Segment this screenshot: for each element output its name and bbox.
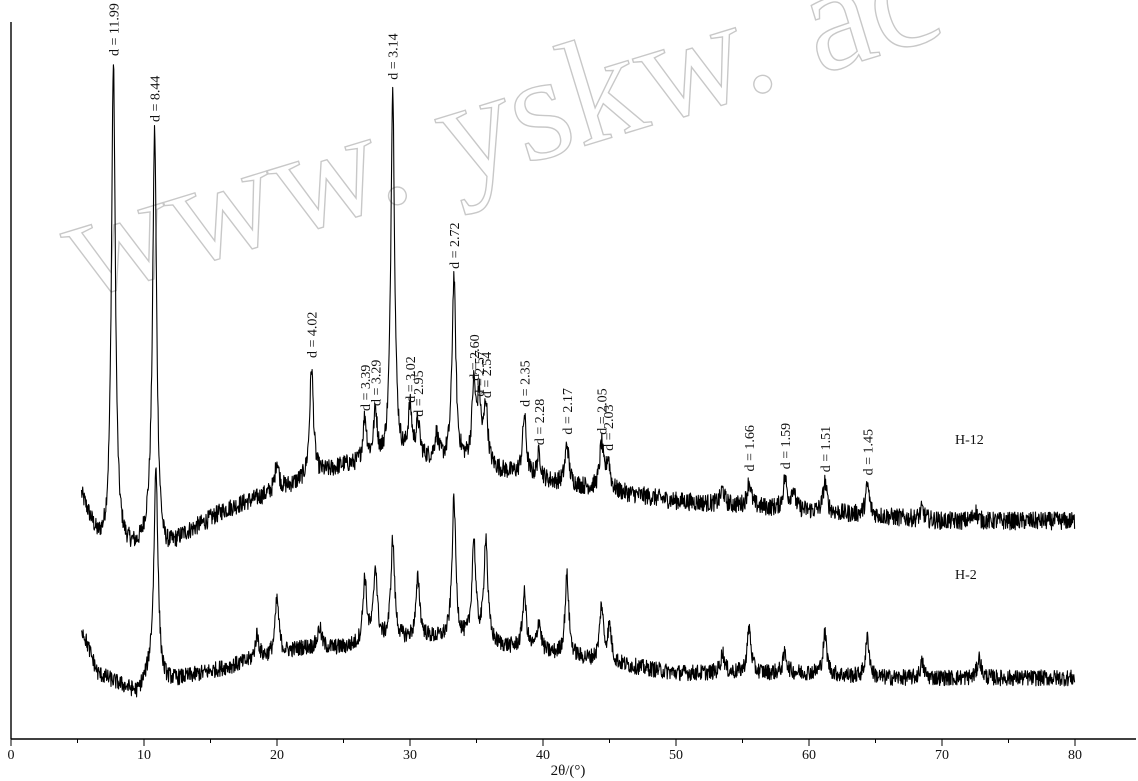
peak-label: d = 2.72 <box>448 223 463 269</box>
x-axis-title: 2θ/(°) <box>551 763 586 779</box>
watermark-text: www. yskw. ac <box>41 0 955 332</box>
x-tick-label: 60 <box>802 748 816 763</box>
peak-label: d = 1.66 <box>743 425 758 471</box>
peak-label: d = 2.57 <box>473 350 488 396</box>
peak-label: d = 2.03 <box>602 404 617 450</box>
x-tick-label: 20 <box>270 748 284 763</box>
axes: 0 10 20 30 40 50 60 70 80 <box>8 22 1136 763</box>
peak-label: d = 3.14 <box>387 33 402 79</box>
peak-label: d = 2.05 <box>596 388 611 434</box>
peak-label: d = 1.51 <box>819 426 834 472</box>
series-label: H-2 <box>955 568 977 583</box>
plot-area: H-12d = 11.99d = 8.44d = 4.02d = 3.39d =… <box>80 3 1076 698</box>
x-tick-label: 10 <box>137 748 151 763</box>
series-line-h-2 <box>80 467 1076 698</box>
peak-label: d = 4.02 <box>306 312 321 358</box>
x-tick-label: 0 <box>8 748 15 763</box>
peak-label: d = 1.59 <box>779 423 794 469</box>
peak-label: d = 2.28 <box>533 399 548 445</box>
peak-label: d = 2.17 <box>561 388 576 434</box>
x-tick-label: 80 <box>1068 748 1082 763</box>
peak-label: d = 8.44 <box>149 76 164 122</box>
peak-label: d = 11.99 <box>107 3 122 56</box>
peak-label: d = 2.95 <box>412 370 427 416</box>
peak-label: d = 3.29 <box>369 360 384 406</box>
peak-label: d = 1.45 <box>862 429 877 475</box>
x-tick-label: 30 <box>403 748 417 763</box>
peak-label: d = 2.35 <box>518 360 533 406</box>
series-line-h-12 <box>80 64 1076 548</box>
x-tick-label: 70 <box>935 748 949 763</box>
x-tick-label: 50 <box>669 748 683 763</box>
peak-label: d = 2.60 <box>468 334 483 380</box>
peak-label: d = 3.02 <box>404 356 419 402</box>
peak-label: d = 2.54 <box>480 352 495 398</box>
x-tick-label: 40 <box>536 748 550 763</box>
series-label: H-12 <box>955 433 984 448</box>
peak-label: d = 3.39 <box>359 365 374 411</box>
